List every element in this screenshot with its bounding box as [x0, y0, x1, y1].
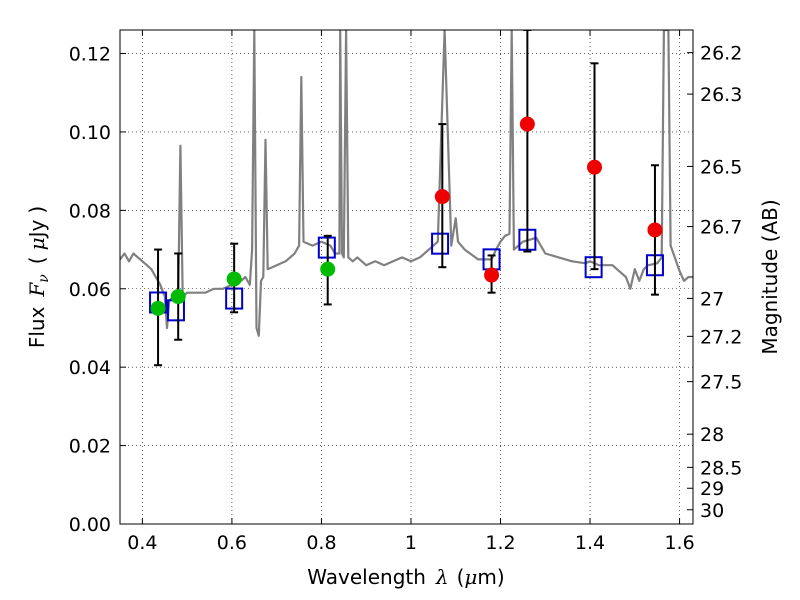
- observed-point-red: [587, 159, 603, 175]
- y-tick-label: 0.06: [69, 279, 111, 301]
- x-tick-label: 1.2: [485, 532, 515, 554]
- x-tick-label: 1.4: [575, 532, 605, 554]
- magnitude-tick-label: 27.5: [700, 372, 742, 394]
- magnitude-tick-label: 27.2: [700, 326, 742, 348]
- magnitude-tick-label: 29: [700, 478, 724, 500]
- model-band-square: [431, 232, 450, 255]
- x-tick-label: 1.6: [664, 532, 694, 554]
- x-tick-label: 0.8: [306, 532, 336, 554]
- observed-point-red: [434, 189, 450, 205]
- magnitude-tick-label: 27: [700, 288, 724, 310]
- magnitude-tick-label: 28.5: [700, 457, 742, 479]
- y-axis-label: FluxFν(μJy): [25, 206, 52, 348]
- x-tick-label: 0.6: [217, 532, 247, 554]
- observed-point-red: [647, 222, 663, 238]
- magnitude-tick-label: 28: [700, 424, 724, 446]
- observed-point-red: [484, 267, 500, 283]
- y-tick-label: 0.08: [69, 200, 111, 222]
- magnitude-tick-label: 26.7: [700, 217, 742, 239]
- y-tick-label: 0.12: [69, 44, 111, 66]
- magnitude-tick-label: 26.5: [700, 156, 742, 178]
- observed-point-green: [170, 289, 186, 305]
- magnitude-tick-label: 30: [700, 500, 724, 522]
- observed-point-green: [150, 300, 166, 316]
- axis-ticks: 0.4 0.6 0.8 1 1.2 1.4 1.6 0.00 0.02 0.04 0.06 0.08 0…: [69, 30, 742, 554]
- y2-axis-label: Magnitude (AB): [758, 199, 782, 354]
- observed-point-green: [226, 271, 242, 287]
- plot-data: [120, 30, 693, 367]
- grid: [120, 30, 693, 525]
- y-tick-label: 0.04: [69, 357, 111, 379]
- x-axis-label: Wavelength λ (μm): [307, 565, 504, 589]
- observed-point-red: [519, 116, 535, 132]
- spectrum-line: [120, 30, 693, 337]
- magnitude-tick-label: 26.3: [700, 84, 742, 106]
- x-tick-label: 1: [405, 532, 417, 554]
- y-tick-label: 0.00: [69, 514, 111, 536]
- magnitude-tick-label: 26.2: [700, 43, 742, 65]
- x-tick-label: 0.4: [127, 532, 157, 554]
- y-tick-label: 0.02: [69, 436, 111, 458]
- y-tick-label: 0.10: [69, 122, 111, 144]
- observed-point-green: [320, 261, 336, 277]
- plot-frame: [119, 29, 694, 525]
